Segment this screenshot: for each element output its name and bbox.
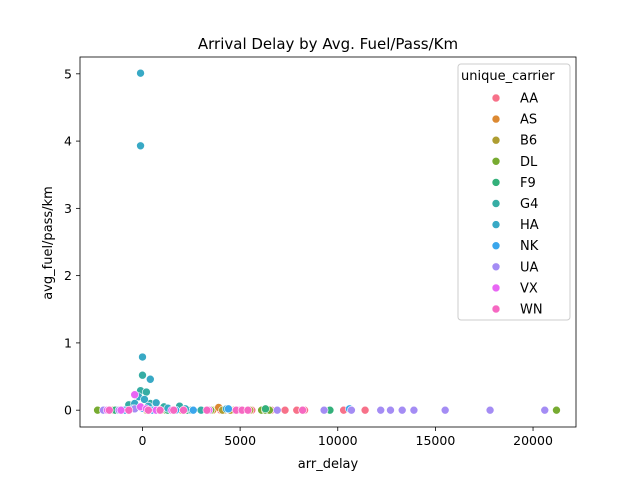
data-point-g4 xyxy=(142,387,151,397)
y-tick-label: 1 xyxy=(64,335,72,350)
data-point-wn xyxy=(169,405,179,415)
data-point-aa xyxy=(280,405,290,415)
data-point-ha xyxy=(140,395,149,404)
legend-label-ha: HA xyxy=(520,218,539,233)
x-tick-label: 20000 xyxy=(513,433,553,448)
legend-label-f9: F9 xyxy=(520,176,536,191)
data-point-ha xyxy=(138,352,147,362)
data-point-ua xyxy=(397,405,407,415)
data-point-nk xyxy=(188,405,198,415)
data-point-ua xyxy=(272,405,282,415)
data-point-aa xyxy=(360,405,370,415)
legend-marker-dl xyxy=(491,157,501,166)
legend-box xyxy=(457,63,571,321)
x-tick-label: 10000 xyxy=(318,433,358,448)
data-point-f9 xyxy=(261,404,270,414)
data-point-ha xyxy=(146,374,155,384)
legend-marker-aa xyxy=(491,93,501,103)
legend-marker-g4 xyxy=(491,199,501,208)
data-point-wn xyxy=(298,405,307,415)
y-tick-label: 5 xyxy=(64,66,72,81)
legend-marker-b6 xyxy=(491,135,501,145)
x-tick-label: 0 xyxy=(139,433,147,448)
data-point-ua xyxy=(540,405,550,415)
legend-label-ua: UA xyxy=(520,260,539,275)
legend-label-nk: NK xyxy=(520,239,539,254)
data-point-ua xyxy=(409,405,419,415)
chart-title: Arrival Delay by Avg. Fuel/Pass/Km xyxy=(198,35,458,53)
y-tick-label: 4 xyxy=(64,134,72,149)
data-point-vx xyxy=(116,405,126,415)
data-point-vx xyxy=(130,390,139,400)
data-point-wn xyxy=(243,405,253,415)
plot-frame xyxy=(79,56,577,428)
legend: unique_carrier AA AS B6 DL F9 G4 HA NK UA VX WN xyxy=(457,63,571,321)
data-point-wn xyxy=(179,405,188,415)
legend-marker-ha xyxy=(491,220,501,229)
data-point-ha xyxy=(136,141,145,151)
points-layer xyxy=(93,68,561,415)
data-point-ua xyxy=(347,405,356,415)
axes-layer: 0 5000 10000 15000 20000 0 1 2 3 4 5 xyxy=(64,56,577,448)
data-point-wn xyxy=(155,405,165,415)
data-point-ua xyxy=(319,405,329,415)
data-point-ha xyxy=(136,68,145,78)
legend-label-vx: VX xyxy=(520,281,538,296)
data-point-ha xyxy=(151,398,161,408)
y-axis-label: avg_fuel/pass/km xyxy=(41,186,56,300)
legend-label-wn: WN xyxy=(520,303,543,318)
legend-marker-nk xyxy=(491,241,501,250)
legend-marker-as xyxy=(491,114,501,124)
legend-marker-vx xyxy=(491,283,501,293)
data-point-ua xyxy=(376,405,386,415)
x-tick-label: 5000 xyxy=(224,433,256,448)
data-point-dl xyxy=(552,405,561,415)
legend-label-g4: G4 xyxy=(520,197,538,212)
data-point-nk xyxy=(224,404,233,414)
legend-label-dl: DL xyxy=(520,155,538,170)
data-point-wn xyxy=(124,405,134,415)
x-tick-label: 15000 xyxy=(416,433,456,448)
data-point-wn xyxy=(104,405,114,415)
data-point-ua xyxy=(440,405,450,415)
data-point-wn xyxy=(144,405,153,415)
legend-marker-ua xyxy=(491,262,501,272)
legend-marker-f9 xyxy=(491,178,501,187)
x-axis-label: arr_delay xyxy=(298,457,359,472)
data-point-g4 xyxy=(138,370,147,380)
y-tick-label: 3 xyxy=(64,201,72,216)
legend-title: unique_carrier xyxy=(461,69,555,84)
legend-label-aa: AA xyxy=(520,92,538,107)
legend-marker-wn xyxy=(491,304,501,314)
legend-label-b6: B6 xyxy=(520,134,537,149)
data-point-ua xyxy=(485,405,495,415)
data-point-ua xyxy=(386,405,395,415)
y-tick-label: 2 xyxy=(64,268,72,283)
data-point-wn xyxy=(202,405,212,415)
y-tick-label: 0 xyxy=(64,403,72,418)
legend-label-as: AS xyxy=(520,113,537,128)
